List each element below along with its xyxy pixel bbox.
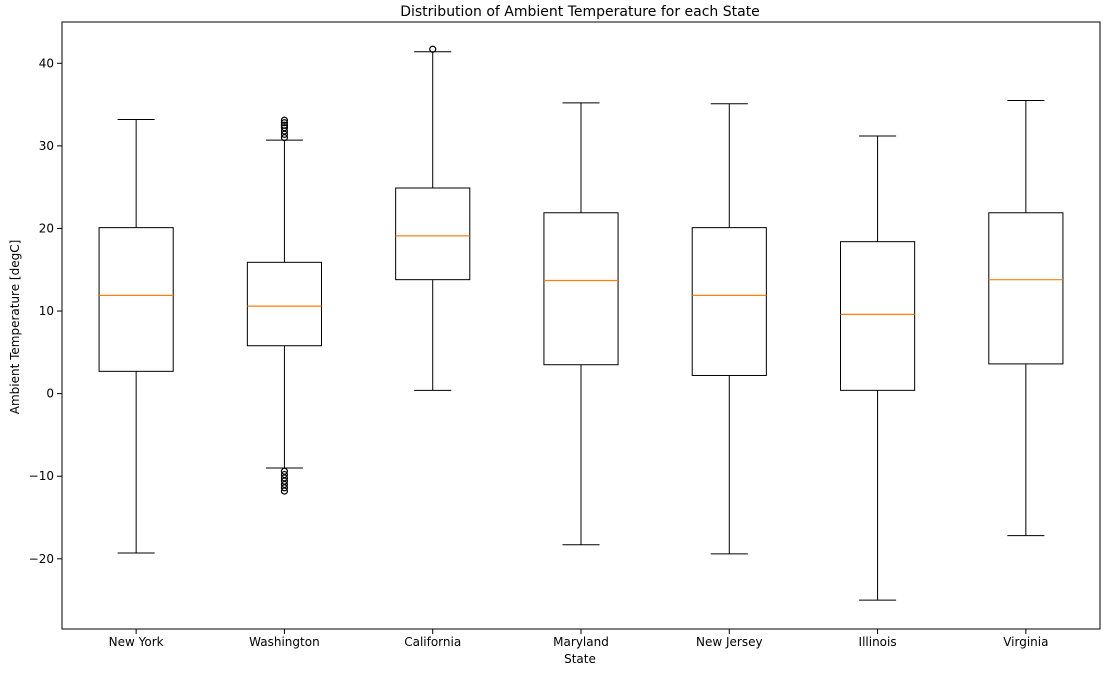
outlier-point — [280, 121, 289, 129]
box-illinois — [840, 241, 916, 391]
x-tick-label: New Jersey — [696, 635, 763, 649]
box-maryland — [543, 212, 619, 366]
x-tick-label: Illinois — [859, 635, 897, 649]
box-california — [395, 187, 471, 281]
outlier-point — [280, 470, 289, 479]
x-axis-label: State — [564, 652, 596, 666]
outlier-point — [280, 477, 289, 485]
chart-title: Distribution of Ambient Temperature for … — [400, 4, 760, 20]
outlier-point — [280, 130, 289, 138]
y-tick-label: 40 — [39, 56, 54, 70]
y-axis-label: Ambient Temperature [degC] — [8, 240, 22, 415]
outlier-point — [280, 124, 289, 132]
x-tick-label: Virginia — [1003, 635, 1048, 649]
x-tick-label: Maryland — [553, 635, 609, 649]
y-tick-label: 30 — [39, 139, 54, 153]
y-tick-label: 10 — [39, 304, 54, 318]
box-new-jersey — [691, 227, 767, 376]
outlier-point — [280, 487, 289, 495]
y-tick-label: 20 — [39, 221, 54, 235]
plot-area: −20 −10 0 10 20 30 40 New York Washington Califor… — [29, 21, 1101, 649]
outlier-point — [280, 116, 289, 124]
outlier-point — [429, 45, 437, 53]
x-tick-label: New York — [109, 635, 164, 649]
x-tick-label: California — [404, 635, 461, 649]
outlier-point — [280, 119, 289, 127]
outlier-point — [280, 134, 289, 142]
outlier-point — [280, 467, 289, 475]
box-virginia — [988, 212, 1064, 365]
y-tick-label: 0 — [46, 387, 54, 401]
outlier-point — [280, 484, 289, 492]
box-new-york — [98, 227, 174, 372]
outlier-point — [280, 480, 289, 489]
y-tick-label: −20 — [29, 552, 54, 566]
y-tick-label: −10 — [29, 469, 54, 483]
x-tick-label: Washington — [249, 635, 320, 649]
outlier-point — [280, 474, 289, 482]
box-washington — [246, 261, 323, 347]
